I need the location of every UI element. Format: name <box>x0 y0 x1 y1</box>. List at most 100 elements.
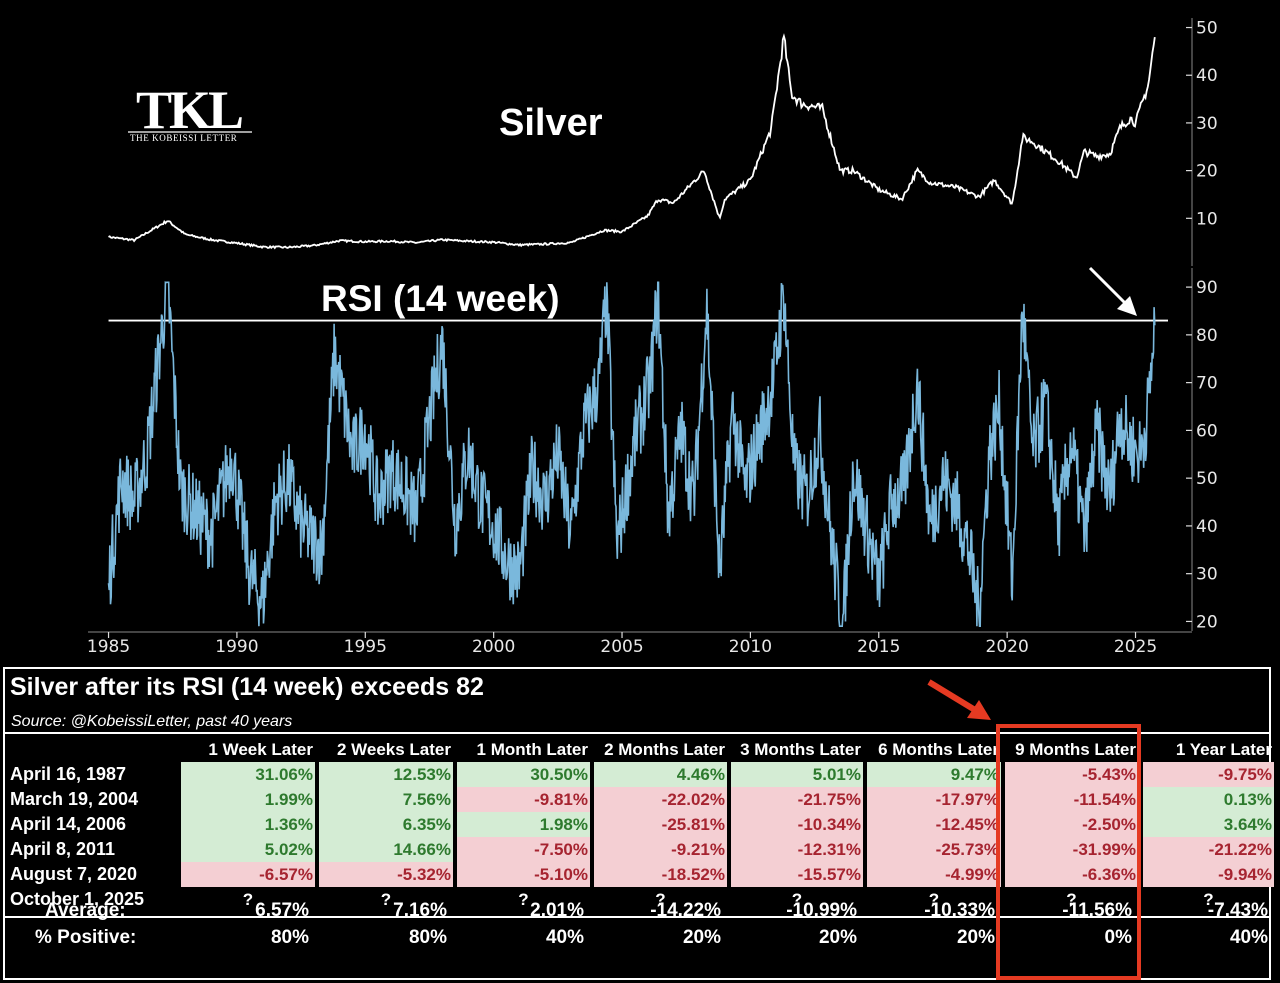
white-arrow <box>1088 266 1137 316</box>
table-cell: -12.45% <box>867 812 1001 837</box>
silver-price-line <box>108 33 1156 250</box>
table-row: April 8, 2011 5.02% 14.66% -7.50% -9.21% -12.… <box>5 837 1274 862</box>
column-header: 1 Week Later <box>208 740 313 759</box>
summary-cell: 40% <box>1229 927 1268 948</box>
table-cell: 4.46% <box>594 762 727 787</box>
table-cell: -5.32% <box>319 862 453 887</box>
column-header: 6 Months Later <box>878 740 999 759</box>
x-tick: 1995 <box>344 637 387 657</box>
x-tick: 2000 <box>472 637 515 657</box>
table-cell: -4.99% <box>867 862 1001 887</box>
silver-y-tick: 50 <box>1196 19 1218 39</box>
table-cell: 5.01% <box>731 762 863 787</box>
logo-subtitle: THE KOBEISSI LETTER <box>130 133 237 143</box>
table-cell: ? <box>518 890 529 909</box>
summary-cell: 7.16% <box>393 900 447 921</box>
rsi-y-tick: 40 <box>1196 517 1218 537</box>
summary-row-average: Average: 6.57% 7.16% 2.01% -14.22% -10.99% -10… <box>5 898 1269 928</box>
rsi-y-tick: 30 <box>1196 565 1218 585</box>
summary-cell: -10.99% <box>786 900 857 921</box>
logo-mark: TKL <box>136 80 242 140</box>
table-cell: -10.34% <box>731 812 863 837</box>
x-tick: 1990 <box>215 637 258 657</box>
silver-y-tick: 40 <box>1196 66 1218 86</box>
summary-cell: -7.43% <box>1207 900 1268 921</box>
rsi-y-tick: 70 <box>1196 374 1218 394</box>
table-cell: 12.53% <box>319 762 453 787</box>
table-cell: -18.52% <box>594 862 727 887</box>
table-cell: 3.64% <box>1143 812 1274 837</box>
table-cell: -7.50% <box>457 837 590 862</box>
table-cell: -22.02% <box>594 787 727 812</box>
rsi-y-tick: 60 <box>1196 421 1218 441</box>
silver-y-tick: 10 <box>1196 209 1218 229</box>
silver-y-tick: 30 <box>1196 114 1218 134</box>
table-cell: 7.56% <box>319 787 453 812</box>
x-tick: 2015 <box>857 637 900 657</box>
summary-row-positive: % Positive: 80% 80% 40% 20% 20% 20% 0% 40% <box>5 925 1269 955</box>
returns-table-panel: Silver after its RSI (14 week) exceeds 8… <box>3 667 1274 980</box>
table-cell: -17.97% <box>867 787 1001 812</box>
table-cell: -25.81% <box>594 812 727 837</box>
rsi-y-tick: 90 <box>1196 278 1218 298</box>
table-title: Silver after its RSI (14 week) exceeds 8… <box>10 673 484 701</box>
column-header: 9 Months Later <box>1015 740 1136 759</box>
row-date-label: April 14, 2006 <box>10 814 127 834</box>
table-cell: -21.22% <box>1143 837 1274 862</box>
x-axis: 1985 1990 1995 2000 2005 2010 2015 2020 2025 <box>87 631 1192 657</box>
table-cell: -21.75% <box>731 787 863 812</box>
silver-y-tick: 20 <box>1196 162 1218 182</box>
table-cell: -9.75% <box>1143 762 1274 787</box>
table-cell: ? <box>380 890 392 909</box>
table-divider <box>5 732 1269 734</box>
x-tick: 1985 <box>87 637 130 657</box>
column-header: 2 Weeks Later <box>336 740 451 759</box>
summary-cell: -10.33% <box>924 900 995 921</box>
table-cell: 14.66% <box>319 837 453 862</box>
table-cell: ? <box>1066 890 1077 909</box>
column-header: 3 Months Later <box>740 740 861 759</box>
column-header: 1 Year Later <box>1175 740 1272 759</box>
table-cell: ? <box>655 890 666 909</box>
table-row: March 19, 2004 1.99% 7.56% -9.81% -22.02% -21… <box>5 787 1274 812</box>
summary-cell: 20% <box>818 927 857 948</box>
table-cell: -15.57% <box>731 862 863 887</box>
table-cell: -9.81% <box>457 787 590 812</box>
summary-cell: 20% <box>956 927 995 948</box>
x-tick: 2010 <box>729 637 772 657</box>
rsi-y-tick: 20 <box>1196 612 1218 632</box>
table-cell: ? <box>1203 890 1214 909</box>
table-cell: -12.31% <box>731 837 863 862</box>
table-source: Source: @KobeissiLetter, past 40 years <box>11 713 293 730</box>
summary-cell: -14.22% <box>650 900 721 921</box>
table-cell: -25.73% <box>867 837 1001 862</box>
silver-chart-title: Silver <box>499 102 603 144</box>
table-cell: -9.21% <box>594 837 727 862</box>
table-cell: 1.99% <box>181 787 315 812</box>
table-cell: -9.94% <box>1143 862 1274 887</box>
summary-divider <box>5 916 1269 918</box>
rsi-y-axis: 20 30 40 50 60 70 80 90 <box>1186 268 1218 632</box>
table-cell: ? <box>928 890 940 909</box>
table-cell: 6.35% <box>319 812 453 837</box>
table-cell: -11.54% <box>1005 787 1138 812</box>
column-header: 1 Month Later <box>476 740 588 759</box>
column-header: 2 Months Later <box>604 740 725 759</box>
table-cell: ? <box>242 890 254 909</box>
table-cell: -6.57% <box>181 862 315 887</box>
table-cell: -5.10% <box>457 862 590 887</box>
summary-cell: 2.01% <box>530 900 584 921</box>
summary-label: % Positive: <box>35 927 137 948</box>
table-cell: 1.98% <box>457 812 590 837</box>
summary-label: Average: <box>45 900 126 921</box>
silver-y-axis: 10 20 30 40 50 <box>1186 18 1218 266</box>
summary-cell: 40% <box>545 927 584 948</box>
table-row: October 1, 2025???????? <box>5 887 1269 912</box>
summary-cell: 0% <box>1104 927 1132 948</box>
table-cell: 1.36% <box>181 812 315 837</box>
table-cell: ? <box>791 890 803 909</box>
table-cell: 30.50% <box>457 762 590 787</box>
table-row: April 14, 2006 1.36% 6.35% 1.98% -25.81% -10.… <box>5 812 1274 837</box>
row-date-label: October 1, 2025 <box>10 889 145 909</box>
rsi-line <box>107 281 1156 627</box>
